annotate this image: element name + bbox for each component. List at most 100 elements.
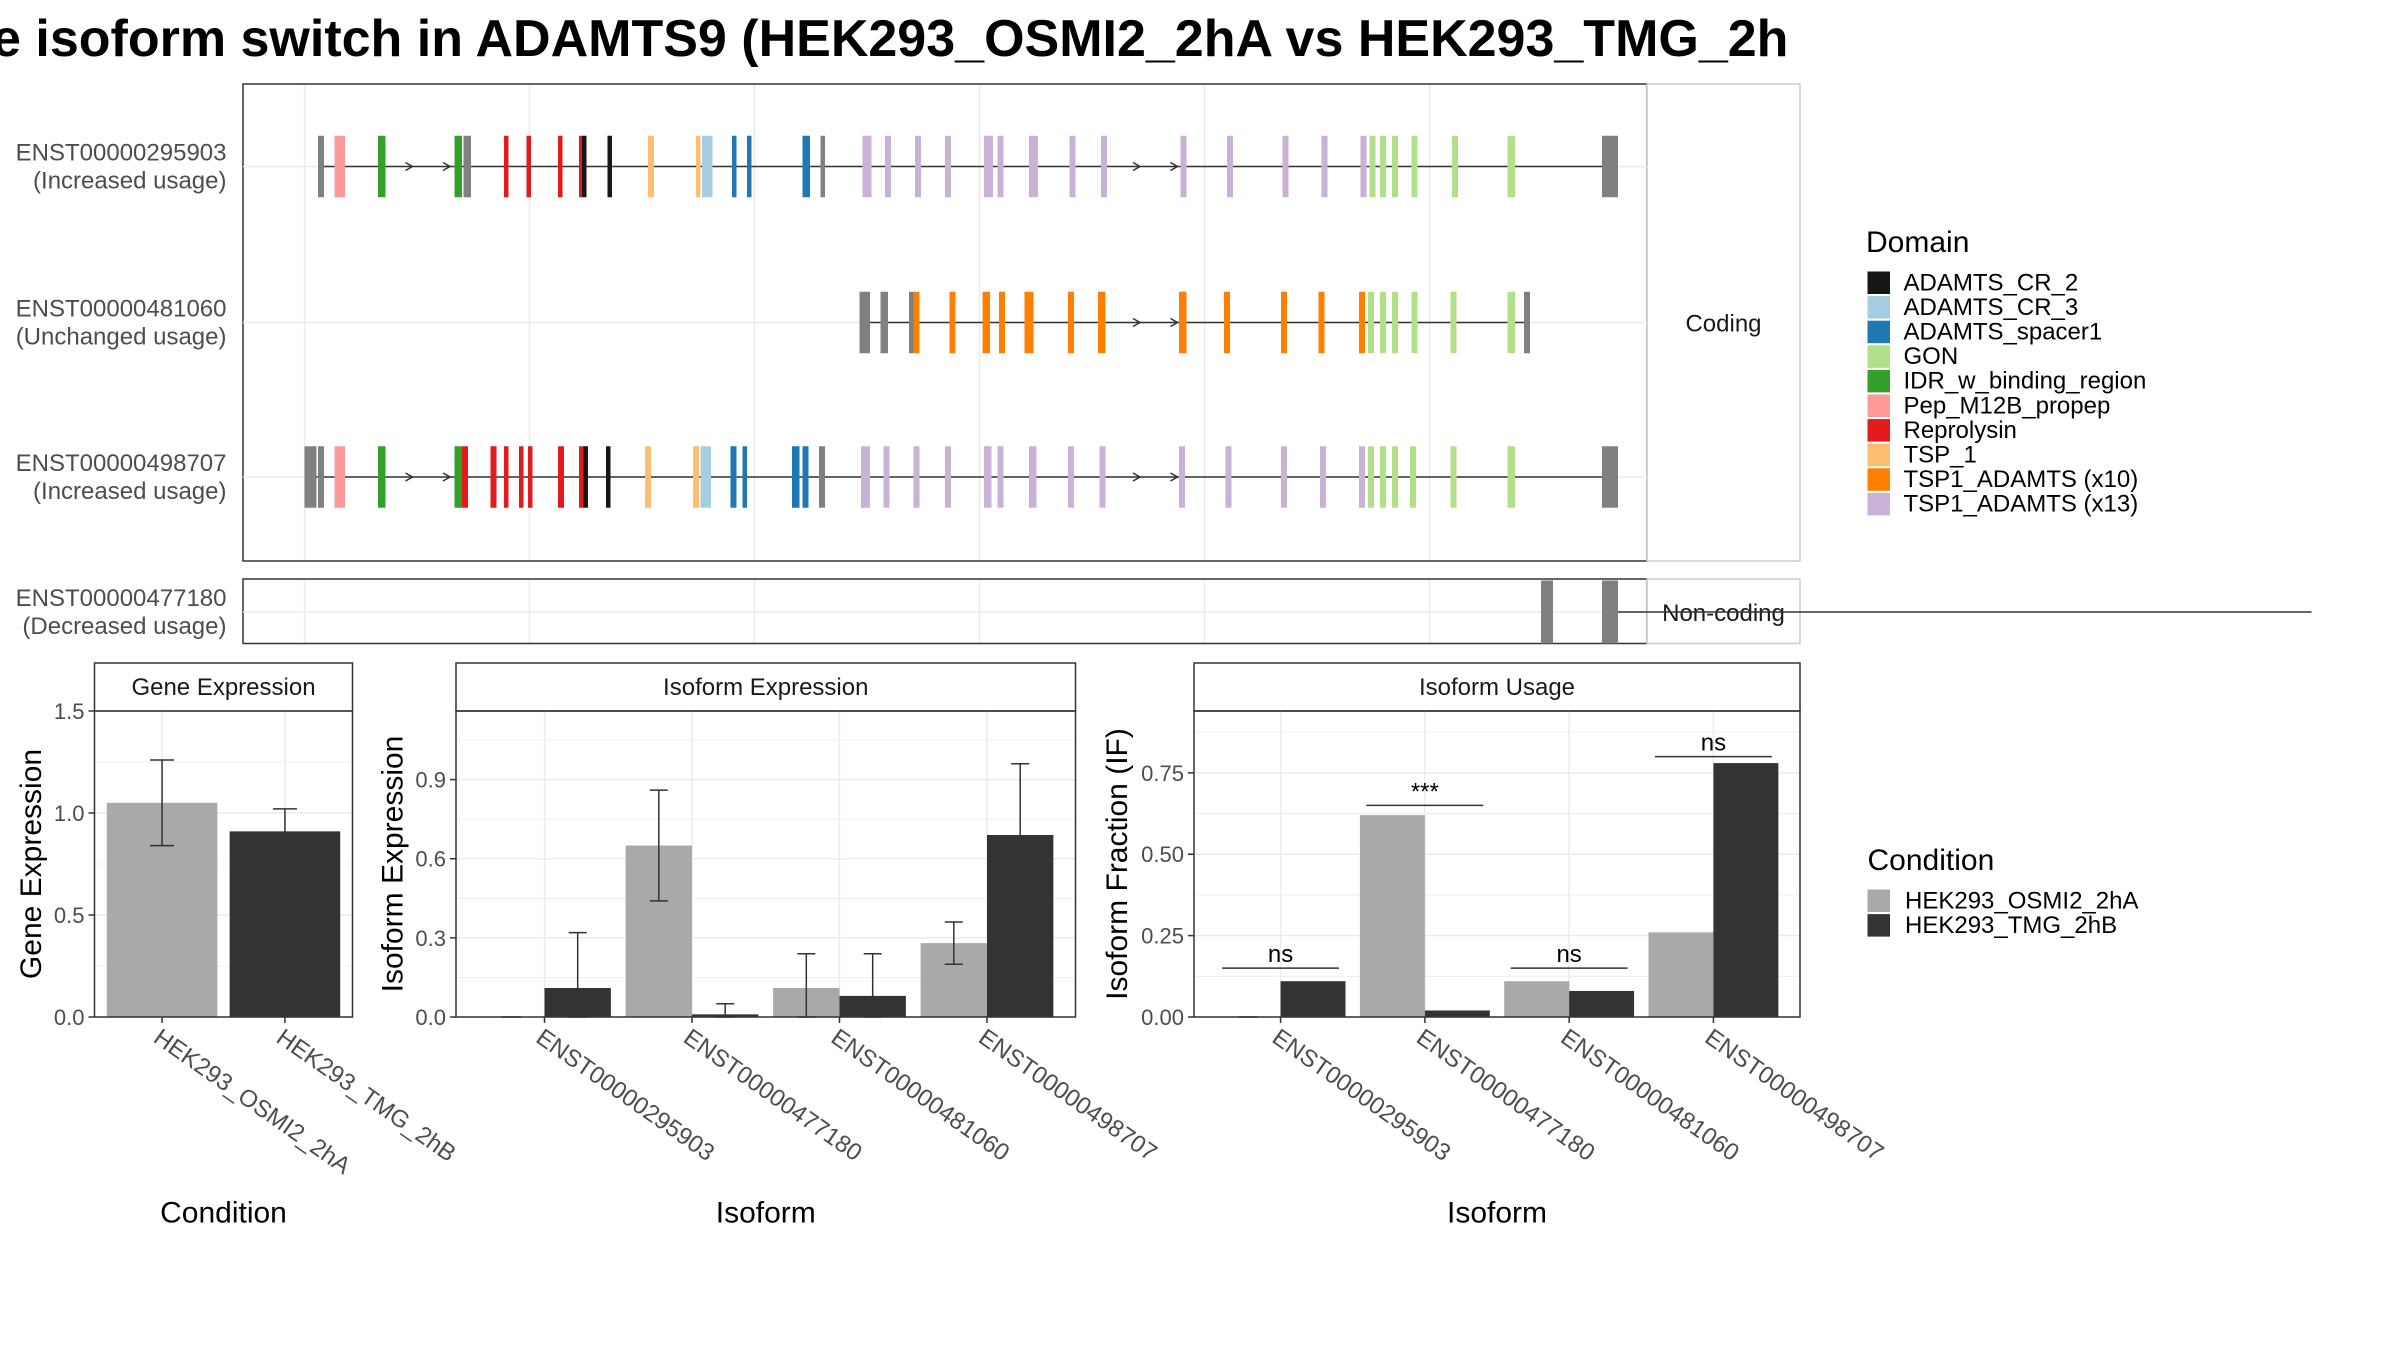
exon-block — [1359, 446, 1365, 508]
panel-border — [1193, 710, 1801, 1018]
exon-block — [504, 135, 509, 198]
bar — [1504, 981, 1570, 1017]
exon-block — [997, 135, 1004, 198]
legend-swatch — [1867, 320, 1890, 344]
utr-block — [1541, 580, 1553, 644]
legend-label: ADAMTS_spacer1 — [1904, 318, 2103, 345]
utr-block — [1602, 135, 1618, 198]
exon-block — [504, 446, 509, 508]
exon-block — [1281, 446, 1287, 508]
x-axis-label: Isoform — [716, 1197, 816, 1230]
transcript-id-label: ENST00000498707 — [16, 450, 227, 477]
x-tick-label: HEK293_OSMI2_2hA — [149, 1024, 356, 1180]
exon-block — [519, 446, 524, 508]
strand-arrow — [1170, 317, 1180, 328]
legend-label: IDR_w_binding_region — [1904, 368, 2147, 395]
y-axis-label: Gene Expression — [15, 749, 48, 979]
exon-block — [526, 135, 531, 198]
exon-block — [861, 446, 870, 508]
exon-block — [490, 446, 497, 508]
bar — [1359, 815, 1425, 1017]
exon-block — [696, 135, 701, 198]
y-tick-label: 1.0 — [54, 801, 85, 826]
facet-strip-label: Coding — [1685, 311, 1761, 338]
strand-arrow — [1132, 161, 1142, 172]
exon-block — [454, 135, 462, 198]
legend-label: ADAMTS_CR_3 — [1904, 294, 2079, 321]
legend-swatch — [1867, 369, 1890, 393]
exon-block — [1392, 135, 1398, 198]
legend-label: HEK293_TMG_2hB — [1905, 912, 2117, 939]
y-tick-label: 0.75 — [1141, 761, 1184, 786]
exon-block — [693, 446, 699, 508]
exon-block — [648, 135, 654, 198]
exon-block — [1029, 135, 1038, 198]
exon-block — [913, 291, 920, 354]
exon-block — [945, 135, 951, 198]
exon-block — [747, 135, 752, 198]
exon-block — [528, 446, 533, 508]
strand-arrow — [1132, 472, 1142, 482]
significance-label: ns — [1556, 941, 1581, 968]
exon-block — [462, 446, 468, 508]
transcript-usage-label: (Decreased usage) — [22, 613, 226, 640]
exon-block — [582, 135, 587, 198]
exon-block — [463, 135, 471, 198]
y-tick-label: 0.5 — [54, 903, 85, 928]
exon-block — [1224, 291, 1230, 354]
exon-block — [1101, 135, 1107, 198]
exon-block — [1380, 135, 1386, 198]
exon-block — [1410, 446, 1416, 508]
legend-label: HEK293_OSMI2_2hA — [1905, 887, 2138, 914]
domain-legend-title: Domain — [1866, 226, 1969, 259]
exon-block — [945, 446, 951, 508]
facet-strip-label: Non-coding — [1662, 600, 1785, 627]
y-tick-label: 0.3 — [415, 926, 446, 951]
utr-block — [304, 446, 317, 508]
legend-swatch — [1867, 468, 1890, 491]
panel-title: Gene Expression — [131, 674, 315, 701]
exon-block — [1098, 291, 1106, 354]
bar — [1713, 763, 1779, 1017]
exon-block — [949, 291, 956, 354]
legend-swatch — [1867, 271, 1890, 294]
exon-block — [1282, 135, 1289, 198]
bar-chart-panel: Isoform Expression0.00.30.60.9ENST000002… — [377, 662, 1162, 1230]
exon-block — [1227, 135, 1233, 198]
strand-arrow — [405, 161, 415, 172]
exon-block — [334, 446, 345, 508]
x-axis-label: Isoform — [1447, 1197, 1547, 1230]
exon-block — [1179, 446, 1185, 508]
y-tick-label: 0.25 — [1141, 924, 1184, 949]
bar — [1424, 1010, 1490, 1017]
exon-block — [1392, 446, 1398, 508]
strand-arrow — [1170, 161, 1180, 172]
exon-block — [862, 135, 872, 198]
legend-swatch — [1867, 345, 1890, 368]
bar — [229, 831, 341, 1017]
panel-title: Isoform Expression — [663, 674, 868, 701]
exon-block — [1507, 446, 1515, 508]
transcript-id-label: ENST00000481060 — [16, 296, 227, 323]
exon-block — [1507, 135, 1515, 198]
exon-block — [579, 135, 582, 198]
exon-block — [700, 446, 711, 508]
significance-label: ns — [1268, 941, 1293, 968]
utr-block — [1602, 580, 1618, 644]
strand-arrow — [405, 472, 415, 482]
significance-label: ns — [1701, 730, 1726, 757]
legend-swatch — [1867, 914, 1890, 937]
exon-block — [1321, 135, 1328, 198]
exon-block — [1450, 446, 1457, 508]
y-axis-label: Isoform Fraction (IF) — [1101, 728, 1134, 1000]
utr-block — [880, 291, 888, 354]
exon-block — [558, 135, 563, 198]
legend-swatch — [1867, 443, 1890, 467]
exon-block — [732, 135, 737, 198]
exon-block — [378, 446, 386, 508]
bar — [1648, 932, 1714, 1017]
exon-block — [915, 135, 921, 198]
utr-block — [859, 291, 870, 354]
